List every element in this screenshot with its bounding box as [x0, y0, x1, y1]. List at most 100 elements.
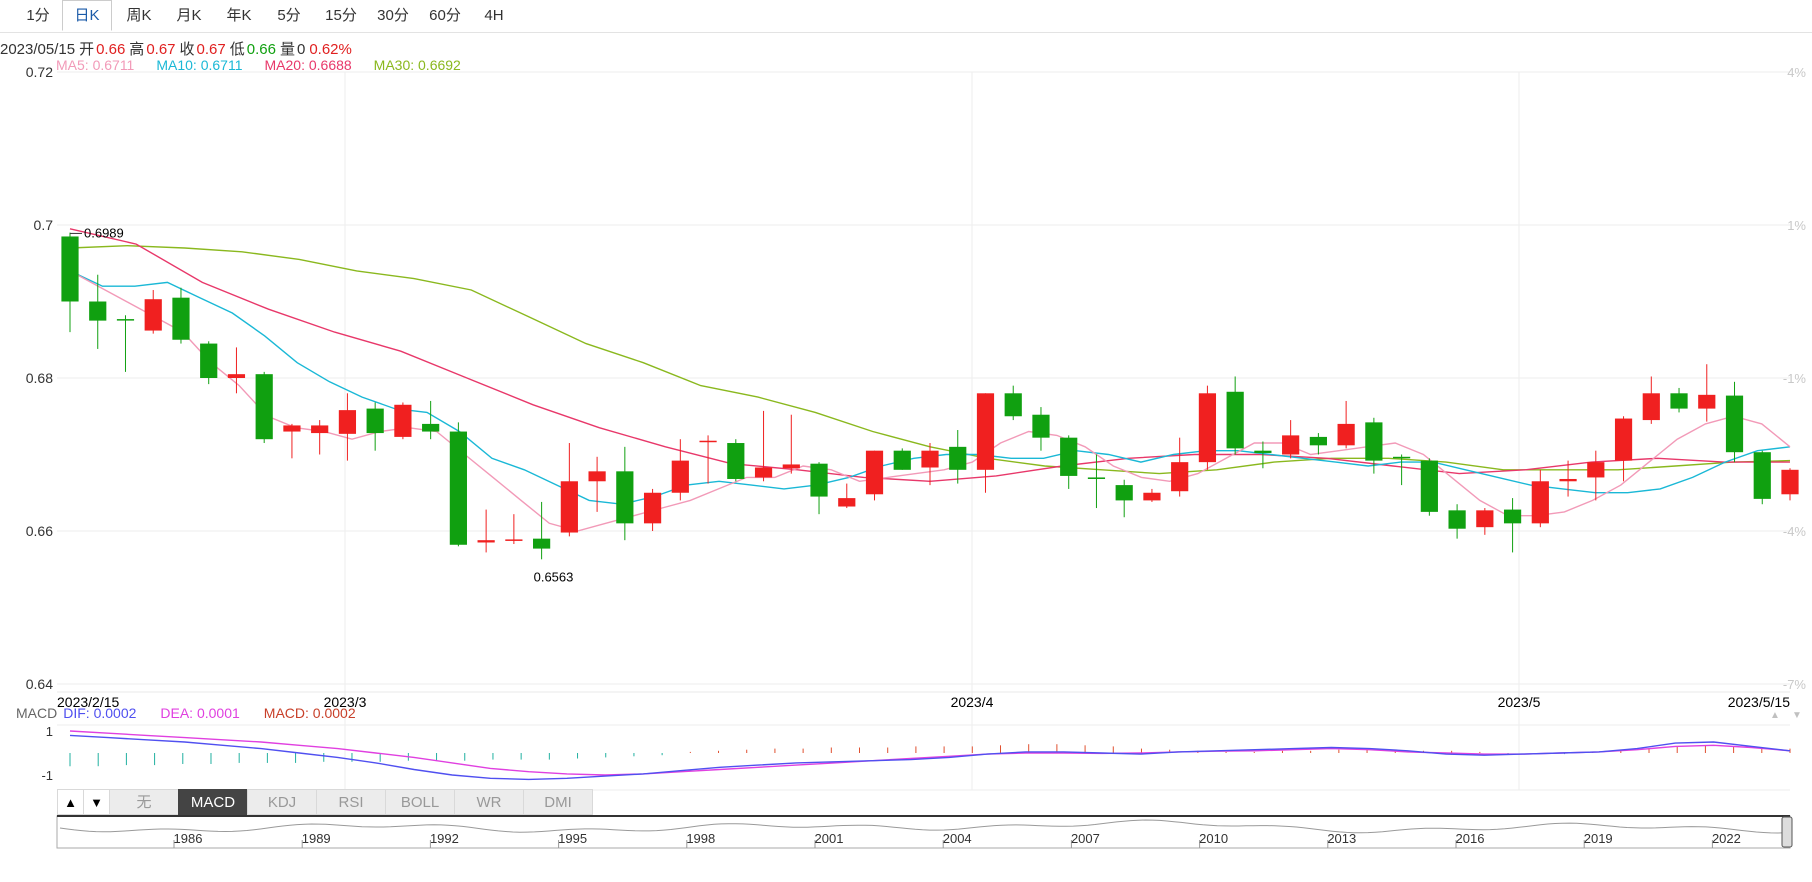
- macd-y-tick: -1: [41, 768, 53, 783]
- candle-down: [616, 471, 634, 524]
- navigator-year-label: 2022: [1712, 831, 1741, 846]
- tab-30min[interactable]: 30分: [377, 7, 409, 24]
- candle-down: [1309, 436, 1327, 446]
- tab-daily-k[interactable]: 日K: [62, 0, 112, 31]
- candle-up: [1143, 492, 1161, 501]
- candle-down: [810, 463, 828, 497]
- candle-up: [1337, 423, 1355, 446]
- macd-legend: MACD DIF: 0.0002 DEA: 0.0001 MACD: 0.0002: [16, 705, 380, 721]
- tab-15min[interactable]: 15分: [325, 7, 357, 24]
- tab-1min[interactable]: 1分: [26, 7, 50, 24]
- candle-down: [949, 446, 967, 470]
- candle-up: [1559, 478, 1577, 482]
- macd-y-tick: 1: [46, 724, 53, 739]
- candle-up: [227, 374, 246, 378]
- y-right-tick-label: -7%: [1783, 677, 1807, 692]
- y-tick-label: 0.64: [26, 676, 53, 692]
- pane-up-icon: ▲: [1770, 710, 1780, 721]
- macd-title: MACD: [16, 705, 58, 721]
- ohlc-info-bar: 2023/05/15 开 0.66 高 0.67 收 0.67 低 0.66 量 0 0.62%: [0, 38, 356, 59]
- candle-up: [144, 299, 162, 331]
- candle-up: [338, 410, 357, 434]
- indicator-wr-button[interactable]: WR: [454, 789, 524, 815]
- change-value: 0.62%: [309, 41, 352, 58]
- candle-up: [754, 467, 773, 478]
- candle-up: [311, 425, 329, 434]
- tab-yearly-k[interactable]: 年K: [226, 7, 252, 24]
- y-right-tick-label: 4%: [1787, 65, 1806, 80]
- candle-up: [1476, 510, 1494, 528]
- candle-up: [699, 440, 717, 443]
- candle-down: [1004, 393, 1022, 417]
- low-label: 低: [229, 41, 245, 58]
- candle-down: [449, 431, 467, 545]
- dea-line: [69, 730, 1791, 776]
- y-tick-label: 0.7: [34, 217, 54, 233]
- low-annotation: 0.6563: [534, 569, 574, 584]
- ma5-legend: MA5: 0.6711: [56, 57, 135, 73]
- tab-monthly-k[interactable]: 月K: [176, 7, 202, 24]
- navigator-frame: [56, 815, 1791, 849]
- candle-down: [116, 319, 135, 321]
- ma10-legend: MA10: 0.6711: [156, 57, 243, 73]
- ma-legend: MA5: 0.6711 MA10: 0.6711 MA20: 0.6688 MA30:…: [56, 57, 483, 73]
- tab-4h[interactable]: 4H: [484, 7, 504, 24]
- scroll-up-button[interactable]: ▲: [57, 789, 84, 815]
- ma10-line: [69, 270, 1791, 505]
- x-tick-label: 2023/4: [951, 694, 994, 710]
- candle-down: [200, 343, 218, 378]
- high-annotation: 0.6989: [84, 225, 124, 240]
- x-tick-label: 2023/5/15: [1728, 694, 1790, 710]
- navigator-year-label: 1989: [302, 831, 331, 846]
- indicator-kdj-button[interactable]: KDJ: [247, 789, 317, 815]
- indicator-rsi-button[interactable]: RSI: [316, 789, 386, 815]
- indicator-macd-button[interactable]: MACD: [178, 789, 248, 815]
- candle-up: [976, 393, 995, 470]
- candle-down: [1503, 509, 1522, 524]
- pane-down-icon: ▼: [1792, 710, 1802, 721]
- indicator-none-button[interactable]: 无: [109, 789, 179, 815]
- scroll-down-button[interactable]: ▼: [83, 789, 110, 815]
- candle-up: [1282, 435, 1300, 455]
- close-label: 收: [179, 41, 195, 58]
- y-right-tick-label: -1%: [1783, 371, 1807, 386]
- navigator-year-label: 1992: [430, 831, 459, 846]
- navigator-year-label: 2004: [943, 831, 972, 846]
- indicator-dmi-button[interactable]: DMI: [523, 789, 593, 815]
- candle-up: [838, 498, 856, 507]
- low-value: 0.66: [246, 41, 276, 58]
- candle-down: [172, 297, 190, 340]
- candle-up: [782, 464, 800, 469]
- candle-up: [671, 460, 689, 493]
- y-tick-label: 0.66: [26, 523, 53, 539]
- candle-up: [1587, 462, 1605, 478]
- indicator-boll-button[interactable]: BOLL: [385, 789, 455, 815]
- tab-60min[interactable]: 60分: [429, 7, 461, 24]
- candle-up: [1642, 393, 1660, 421]
- candle-down: [422, 423, 440, 432]
- dif-line: [69, 734, 1791, 781]
- candle-down: [1420, 460, 1438, 512]
- navigator-year-label: 2010: [1199, 831, 1228, 846]
- candle-down: [727, 443, 745, 479]
- navigator-year-label: 2019: [1584, 831, 1613, 846]
- volume-value: 0: [296, 41, 306, 58]
- candle-down: [1365, 422, 1383, 461]
- candle-up: [921, 450, 939, 468]
- tab-weekly-k[interactable]: 周K: [126, 7, 152, 24]
- close-value: 0.67: [196, 41, 226, 58]
- candle-down: [893, 450, 911, 470]
- candle-up: [865, 450, 884, 495]
- candle-down: [1670, 393, 1688, 409]
- candle-down: [1753, 452, 1771, 499]
- navigator-year-label: 2016: [1456, 831, 1485, 846]
- candle-up: [1531, 481, 1549, 524]
- navigator-handle: [1781, 816, 1793, 848]
- navigator-series: [59, 819, 1786, 834]
- tab-5min[interactable]: 5分: [277, 7, 301, 24]
- high-label: 高: [129, 41, 145, 58]
- candle-down: [366, 408, 384, 434]
- toolbar-right: [1742, 0, 1812, 32]
- open-label: 开: [79, 41, 95, 58]
